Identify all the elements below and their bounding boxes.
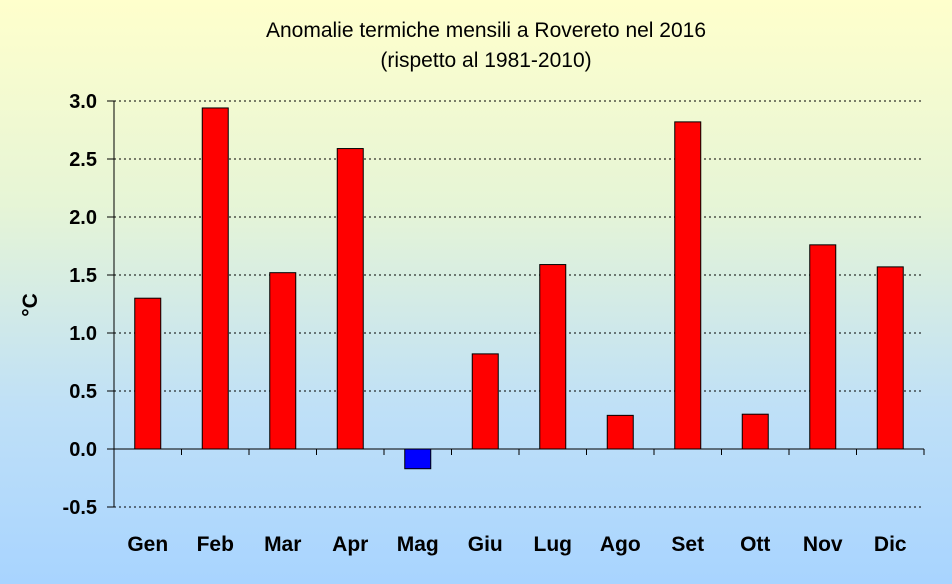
x-tick-label: Nov xyxy=(803,533,843,556)
y-tick-label: 1.5 xyxy=(69,265,97,287)
y-tick-label: -0.5 xyxy=(63,497,97,519)
bar-giu xyxy=(471,353,499,450)
bar-feb xyxy=(201,107,229,450)
bar-ago xyxy=(606,414,634,450)
x-tick-label: Gen xyxy=(127,533,168,556)
bar-gen xyxy=(134,297,162,450)
x-tick-labels: Gen Feb Mar Apr Mag Giu Lug Ago Set Ott Nov Dic xyxy=(127,533,907,556)
chart-subtitle: (rispetto al 1981-2010) xyxy=(380,49,591,72)
y-tick-label: 2.5 xyxy=(69,149,97,171)
bar-apr xyxy=(336,148,364,450)
bar-dic xyxy=(876,266,904,450)
bar-mar xyxy=(269,272,297,450)
x-tick-label: Feb xyxy=(197,533,234,556)
x-tick-label: Lug xyxy=(534,533,572,556)
x-tick-label: Mag xyxy=(397,533,439,556)
chart-title: Anomalie termiche mensili a Rovereto nel… xyxy=(266,19,706,42)
bar-ott xyxy=(741,413,769,450)
y-axis-label: °C xyxy=(19,293,42,317)
y-tick-label: 0.0 xyxy=(69,439,97,461)
y-tick-label: 2.0 xyxy=(69,207,97,229)
x-tick-label: Ott xyxy=(740,533,770,556)
y-tick-label: 1.0 xyxy=(69,323,97,345)
bar-mag xyxy=(404,448,432,470)
gridlines xyxy=(114,100,924,508)
bar-lug xyxy=(539,264,567,450)
y-tick-label: 3.0 xyxy=(69,91,97,113)
axes xyxy=(107,100,925,508)
bar-set xyxy=(674,121,702,450)
x-tick-label: Mar xyxy=(264,533,301,556)
x-tick-label: Dic xyxy=(874,533,907,556)
bars xyxy=(134,107,904,470)
x-tick-label: Ago xyxy=(600,533,641,556)
bar-nov xyxy=(809,244,837,450)
x-tick-label: Apr xyxy=(332,533,368,556)
x-tick-label: Set xyxy=(671,533,704,556)
y-tick-labels: 3.0 2.5 2.0 1.5 1.0 0.5 0.0 -0.5 xyxy=(63,91,97,519)
y-tick-label: 0.5 xyxy=(69,381,97,403)
x-tick-label: Giu xyxy=(468,533,503,556)
